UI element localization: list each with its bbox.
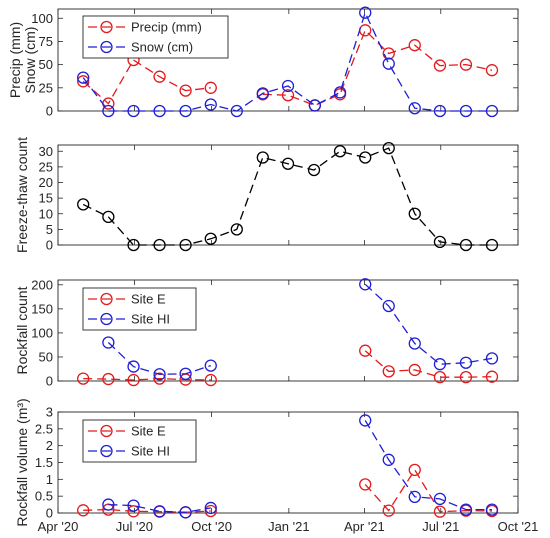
x-tick-label: Jul '21 <box>422 519 459 534</box>
y-tick-label: 50 <box>39 57 53 72</box>
y-tick-label: 10 <box>39 206 53 221</box>
y-tick-label: 100 <box>31 325 53 340</box>
y-tick-label: 100 <box>31 11 53 26</box>
y-tick-label: 20 <box>39 175 53 190</box>
y-tick-label: 30 <box>39 144 53 159</box>
legend-label: Site E <box>131 292 166 307</box>
x-tick-label: Oct '21 <box>498 519 539 534</box>
legend-label: Precip (mm) <box>131 20 202 35</box>
legend: Site E Site HI <box>83 288 196 330</box>
legend-label: Site HI <box>131 312 170 327</box>
legend-label: Site HI <box>131 444 170 459</box>
legend: Site E Site HI <box>83 420 196 462</box>
y-tick-label: 1.5 <box>35 455 53 470</box>
y-tick-label: 75 <box>39 34 53 49</box>
data-point <box>257 152 268 163</box>
data-point <box>78 199 89 210</box>
x-tick-label: Jan '21 <box>268 519 310 534</box>
data-point <box>335 146 346 157</box>
series-line <box>83 60 211 104</box>
y-axis-label: Precip (mm) <box>7 22 23 98</box>
x-tick-label: Apr '20 <box>38 519 79 534</box>
y-axis-label: Rockfall count <box>14 286 30 374</box>
y-tick-label: 15 <box>39 191 53 206</box>
y-tick-label: 2 <box>46 438 53 453</box>
y-tick-label: 3 <box>46 405 53 420</box>
data-point <box>360 25 371 36</box>
series-line <box>365 284 492 364</box>
y-tick-label: 150 <box>31 301 53 316</box>
y-axis-label: Freeze-thaw count <box>14 137 30 253</box>
y-tick-label: 0.5 <box>35 489 53 504</box>
y-axis-label: Rockfall volume (m³) <box>14 398 30 526</box>
series-line <box>263 30 492 105</box>
legend-label: Snow (cm) <box>131 40 193 55</box>
data-point <box>103 337 114 348</box>
x-tick-label: Jul '20 <box>116 519 153 534</box>
data-point <box>309 100 320 111</box>
y-tick-label: 50 <box>39 349 53 364</box>
y-tick-label: 0 <box>46 374 53 389</box>
y-tick-label: 5 <box>46 222 53 237</box>
legend: Precip (mm) Snow (cm) <box>83 16 228 58</box>
legend-label: Site E <box>131 424 166 439</box>
y-tick-label: 1 <box>46 472 53 487</box>
series-line <box>365 420 492 509</box>
x-tick-label: Apr '21 <box>344 519 385 534</box>
data-point <box>383 58 394 69</box>
data-point <box>409 464 420 475</box>
series-line <box>83 148 492 245</box>
x-tick-label: Oct '20 <box>191 519 232 534</box>
series-line <box>108 343 210 375</box>
y-tick-label: 200 <box>31 277 53 292</box>
y-tick-label: 0 <box>46 104 53 119</box>
series-line <box>365 470 492 512</box>
y-axis-label: Snow (cm) <box>22 27 38 94</box>
y-tick-label: 0 <box>46 238 53 253</box>
y-tick-label: 2.5 <box>35 421 53 436</box>
y-tick-label: 25 <box>39 159 53 174</box>
axes-frame <box>58 145 518 245</box>
y-tick-label: 25 <box>39 80 53 95</box>
